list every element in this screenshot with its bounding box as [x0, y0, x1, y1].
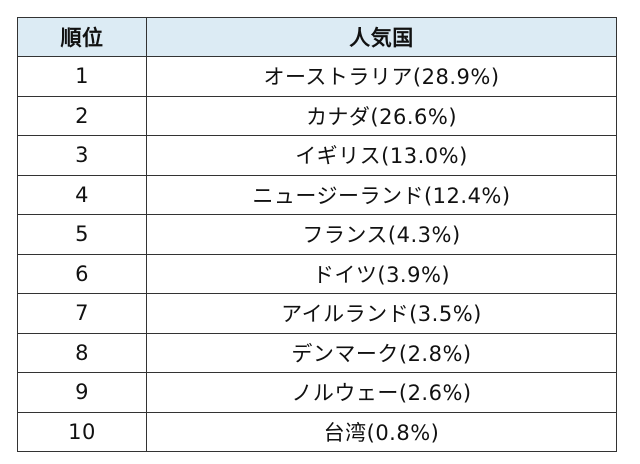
- table-row: 7 アイルランド(3.5%): [17, 293, 617, 334]
- header-row: 順位 人気国: [17, 17, 617, 57]
- table-body: 1 オーストラリア(28.9%) 2 カナダ(26.6%) 3 イギリス(13.…: [17, 56, 617, 452]
- table-row: 9 ノルウェー(2.6%): [17, 372, 617, 413]
- country-cell: フランス(4.3%): [146, 214, 617, 255]
- country-cell: オーストラリア(28.9%): [146, 56, 617, 97]
- table-row: 1 オーストラリア(28.9%): [17, 56, 617, 97]
- table-row: 4 ニュージーランド(12.4%): [17, 174, 617, 215]
- table-row: 3 イギリス(13.0%): [17, 135, 617, 176]
- table-row: 6 ドイツ(3.9%): [17, 253, 617, 294]
- country-cell: ニュージーランド(12.4%): [146, 174, 617, 215]
- rank-cell: 5: [17, 214, 147, 255]
- country-cell: ノルウェー(2.6%): [146, 372, 617, 413]
- rank-cell: 7: [17, 293, 147, 334]
- country-cell: ドイツ(3.9%): [146, 253, 617, 294]
- table-row: 10 台湾(0.8%): [17, 411, 617, 452]
- rank-cell: 2: [17, 95, 147, 136]
- country-column-header: 人気国: [146, 17, 617, 57]
- country-cell: アイルランド(3.5%): [146, 293, 617, 334]
- rank-cell: 4: [17, 174, 147, 215]
- rank-cell: 6: [17, 253, 147, 294]
- country-cell: 台湾(0.8%): [146, 411, 617, 452]
- table-row: 2 カナダ(26.6%): [17, 95, 617, 136]
- ranking-table-container: 順位 人気国 1 オーストラリア(28.9%) 2 カナダ(26.6%) 3 イ…: [17, 17, 617, 452]
- rank-cell: 1: [17, 56, 147, 97]
- country-cell: イギリス(13.0%): [146, 135, 617, 176]
- rank-cell: 3: [17, 135, 147, 176]
- ranking-table: 順位 人気国 1 オーストラリア(28.9%) 2 カナダ(26.6%) 3 イ…: [17, 17, 617, 452]
- rank-cell: 10: [17, 411, 147, 452]
- country-cell: カナダ(26.6%): [146, 95, 617, 136]
- table-row: 8 デンマーク(2.8%): [17, 332, 617, 373]
- rank-cell: 9: [17, 372, 147, 413]
- table-header: 順位 人気国: [17, 17, 617, 57]
- country-cell: デンマーク(2.8%): [146, 332, 617, 373]
- table-row: 5 フランス(4.3%): [17, 214, 617, 255]
- rank-cell: 8: [17, 332, 147, 373]
- rank-column-header: 順位: [17, 17, 147, 57]
